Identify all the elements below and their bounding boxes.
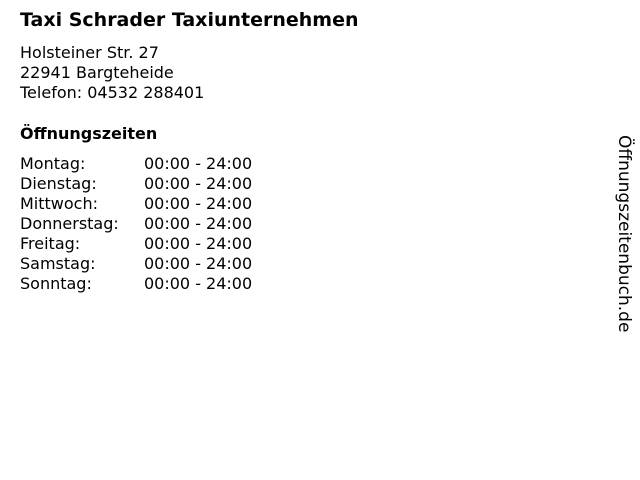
time-range: 00:00 - 24:00 xyxy=(144,254,253,273)
day-label: Montag: xyxy=(20,154,86,173)
day-label: Donnerstag: xyxy=(20,214,119,233)
hours-row: Montag: 00:00 - 24:00 xyxy=(20,154,252,174)
city: 22941 Bargteheide xyxy=(20,63,174,82)
time-range: 00:00 - 24:00 xyxy=(144,274,253,293)
time-range: 00:00 - 24:00 xyxy=(144,154,253,173)
time-range: 00:00 - 24:00 xyxy=(144,174,253,193)
site-watermark: Öffnungszeitenbuch.de xyxy=(614,135,634,333)
day-label: Dienstag: xyxy=(20,174,97,193)
hours-row: Freitag: 00:00 - 24:00 xyxy=(20,234,252,254)
time-range: 00:00 - 24:00 xyxy=(144,234,253,253)
hours-table: Montag: 00:00 - 24:00 Dienstag: 00:00 - 24… xyxy=(20,154,252,294)
street: Holsteiner Str. 27 xyxy=(20,43,159,62)
phone: Telefon: 04532 288401 xyxy=(20,83,205,102)
time-range: 00:00 - 24:00 xyxy=(144,194,253,213)
address-block: Holsteiner Str. 27 22941 Bargteheide Tel… xyxy=(20,43,204,103)
time-range: 00:00 - 24:00 xyxy=(144,214,253,233)
hours-row: Sonntag: 00:00 - 24:00 xyxy=(20,274,252,294)
hours-row: Mittwoch: 00:00 - 24:00 xyxy=(20,194,252,214)
day-label: Freitag: xyxy=(20,234,81,253)
day-label: Samstag: xyxy=(20,254,96,273)
hours-row: Donnerstag: 00:00 - 24:00 xyxy=(20,214,252,234)
day-label: Mittwoch: xyxy=(20,194,98,213)
hours-row: Samstag: 00:00 - 24:00 xyxy=(20,254,252,274)
hours-row: Dienstag: 00:00 - 24:00 xyxy=(20,174,252,194)
business-name: Taxi Schrader Taxiunternehmen xyxy=(20,9,359,31)
day-label: Sonntag: xyxy=(20,274,92,293)
hours-heading: Öffnungszeiten xyxy=(20,124,158,143)
